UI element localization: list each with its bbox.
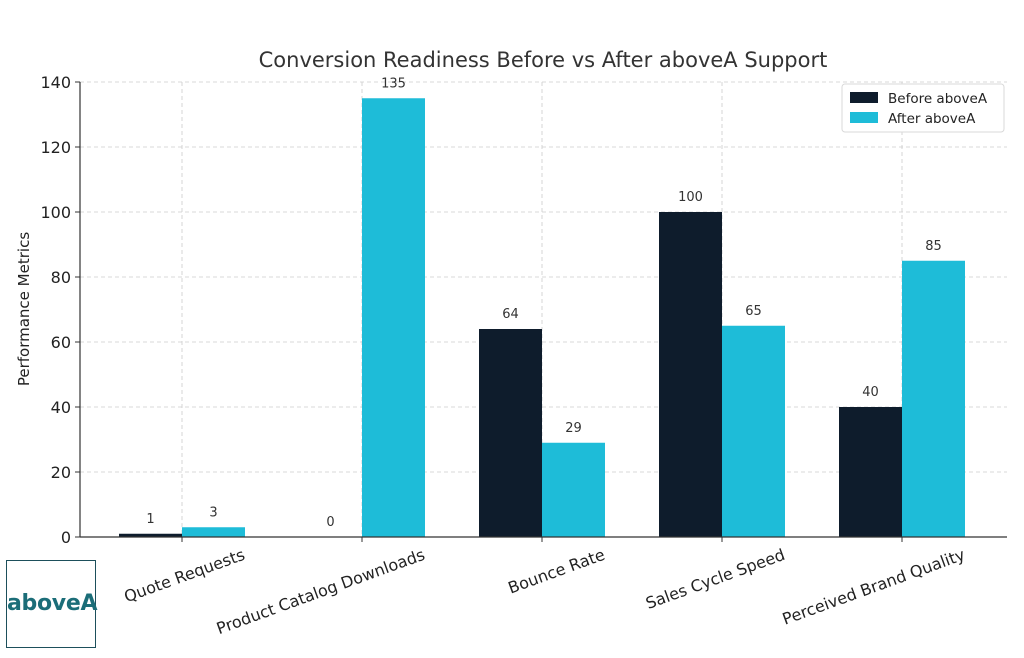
legend-box — [841, 83, 1005, 133]
x-tick-label: Quote Requests — [121, 545, 247, 606]
bar — [479, 329, 542, 537]
legend: Before aboveA After aboveA — [841, 83, 1005, 133]
bar — [839, 407, 902, 537]
logo-text: aboveA — [7, 591, 98, 616]
data-label: 100 — [678, 190, 703, 205]
bars — [119, 98, 965, 537]
x-tick-label: Perceived Brand Quality — [780, 545, 968, 629]
y-tick-label: 20 — [51, 463, 71, 482]
data-label: 65 — [745, 304, 762, 319]
data-label: 29 — [565, 421, 582, 436]
data-label: 0 — [326, 515, 334, 530]
data-label: 3 — [209, 505, 217, 520]
y-tick-label: 60 — [51, 333, 71, 352]
bar — [659, 212, 722, 537]
axes — [75, 81, 1007, 542]
bar — [722, 325, 785, 537]
y-axis-label: Performance Metrics — [15, 232, 33, 386]
y-tick-label: 0 — [61, 528, 71, 547]
y-tick-label: 40 — [51, 398, 71, 417]
bar — [182, 527, 245, 537]
legend-label: Before aboveA — [888, 91, 988, 107]
y-tick-label: 80 — [51, 268, 71, 287]
data-label: 85 — [925, 239, 942, 254]
x-tick-label: Sales Cycle Speed — [643, 545, 787, 613]
bar — [119, 533, 182, 537]
data-label: 135 — [381, 76, 406, 91]
data-labels: 1 0 64 100 40 3 135 29 65 85 — [146, 76, 941, 530]
chart-title: Conversion Readiness Before vs After abo… — [259, 48, 828, 72]
bar — [902, 260, 965, 537]
x-tick-label: Bounce Rate — [506, 545, 608, 598]
data-label: 40 — [862, 385, 879, 400]
legend-swatch — [850, 92, 878, 103]
legend-swatch — [850, 112, 878, 123]
y-tick-label: 100 — [40, 203, 71, 222]
bar — [362, 98, 425, 537]
bar — [542, 442, 605, 537]
legend-label: After aboveA — [888, 111, 976, 127]
y-tick-label: 120 — [40, 138, 71, 157]
data-label: 1 — [146, 512, 154, 527]
data-label: 64 — [502, 307, 519, 322]
abovea-logo: aboveA — [6, 560, 98, 648]
y-tick-label: 140 — [40, 73, 71, 92]
